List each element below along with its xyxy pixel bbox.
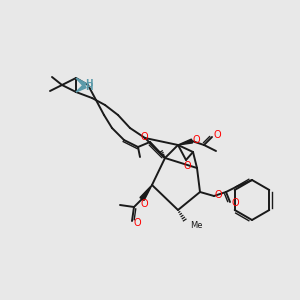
Text: H: H (85, 82, 93, 91)
Polygon shape (140, 185, 152, 200)
Text: O: O (231, 198, 239, 208)
Text: Me: Me (190, 221, 203, 230)
Text: O: O (214, 190, 222, 200)
Polygon shape (76, 84, 86, 92)
Text: O: O (213, 130, 221, 140)
Text: O: O (133, 218, 141, 228)
Text: O: O (183, 161, 191, 171)
Text: O: O (192, 135, 200, 145)
Text: H: H (85, 80, 93, 88)
Polygon shape (76, 78, 86, 87)
Text: O: O (140, 199, 148, 209)
Polygon shape (178, 139, 193, 145)
Text: O: O (140, 132, 148, 142)
